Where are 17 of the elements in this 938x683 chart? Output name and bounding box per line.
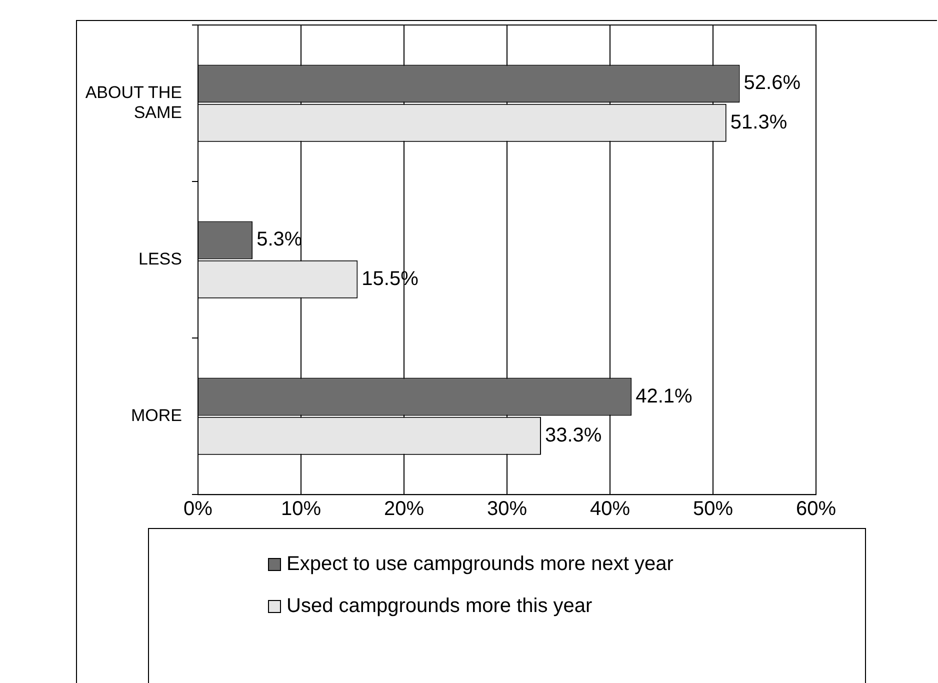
x-tick-label: 10% bbox=[280, 498, 322, 520]
x-tick-label: 0% bbox=[184, 498, 213, 520]
y-tick-label: MORE bbox=[131, 406, 182, 426]
y-tick-label: LESS bbox=[138, 249, 182, 268]
y-tick-label: ABOUT THE SAME bbox=[85, 82, 182, 122]
legend-label: Expect to use campgrounds more next year bbox=[286, 552, 674, 576]
data-label: 5.3% bbox=[256, 228, 302, 251]
x-tick-label: 50% bbox=[692, 498, 734, 520]
data-label: 33.3% bbox=[544, 424, 602, 446]
legend-label: Used campgrounds more this year bbox=[286, 594, 594, 618]
data-label: 52.6% bbox=[744, 72, 801, 94]
x-tick-label: 40% bbox=[590, 498, 630, 520]
data-label: 42.1% bbox=[636, 385, 693, 408]
data-label: 51.3% bbox=[730, 111, 788, 134]
x-tick-label: 60% bbox=[796, 498, 836, 520]
x-tick-label: 20% bbox=[384, 498, 424, 520]
x-tick-label: 30% bbox=[486, 498, 528, 520]
